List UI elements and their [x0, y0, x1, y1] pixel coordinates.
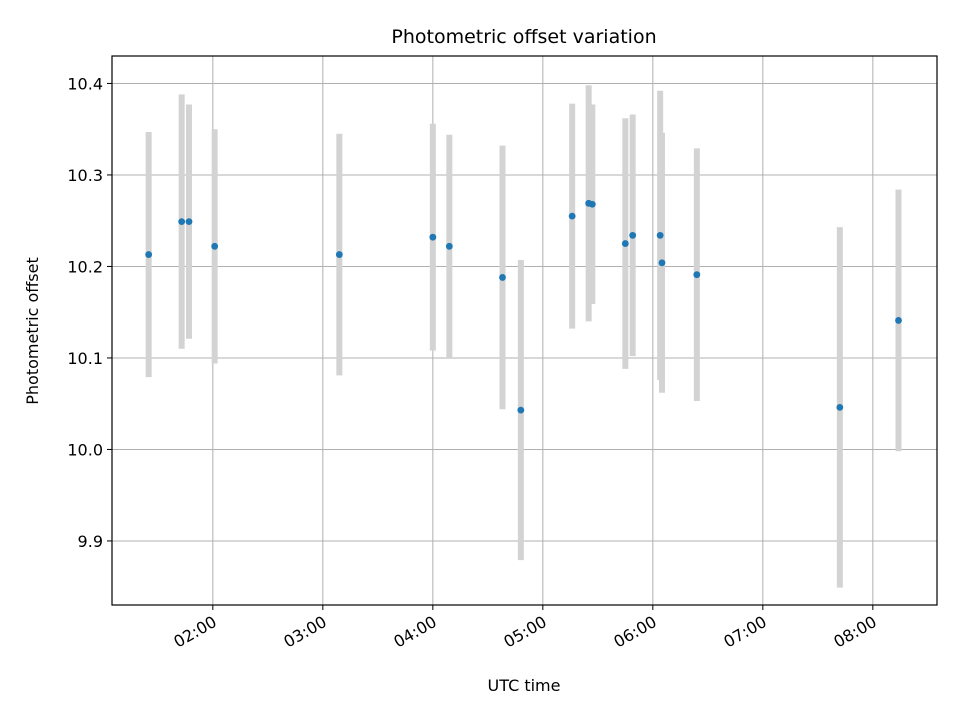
data-point: [693, 271, 701, 279]
y-tick-label: 10.0: [67, 440, 103, 459]
y-tick-label: 10.2: [67, 257, 103, 276]
data-point: [588, 200, 596, 208]
data-point: [211, 242, 219, 250]
data-point: [895, 317, 902, 324]
data-point: [335, 251, 343, 258]
y-tick-label: 10.1: [67, 349, 103, 368]
data-point: [629, 231, 637, 239]
data-point: [145, 251, 153, 258]
data-points: [145, 199, 902, 414]
y-axis-ticks: 9.9 10.0 10.1 10.2 10.3 10.4: [67, 74, 112, 551]
grid: [112, 56, 937, 605]
data-point: [656, 231, 664, 239]
data-point: [621, 240, 629, 247]
y-tick-label: 9.9: [78, 532, 103, 551]
data-point: [185, 218, 193, 226]
data-point: [445, 242, 453, 250]
data-point: [658, 259, 666, 267]
data-point: [568, 212, 576, 220]
data-point: [429, 233, 437, 241]
y-tick-label: 10.3: [67, 166, 103, 185]
y-tick-label: 10.4: [67, 74, 103, 93]
chart-title: Photometric offset variation: [391, 26, 656, 48]
data-point: [517, 406, 525, 414]
data-point: [178, 218, 186, 226]
data-point: [499, 274, 506, 281]
data-point: [836, 403, 844, 411]
x-axis-label: UTC time: [488, 676, 561, 695]
plot-frame: [111, 55, 938, 606]
y-axis-label: Photometric offset: [23, 257, 42, 405]
